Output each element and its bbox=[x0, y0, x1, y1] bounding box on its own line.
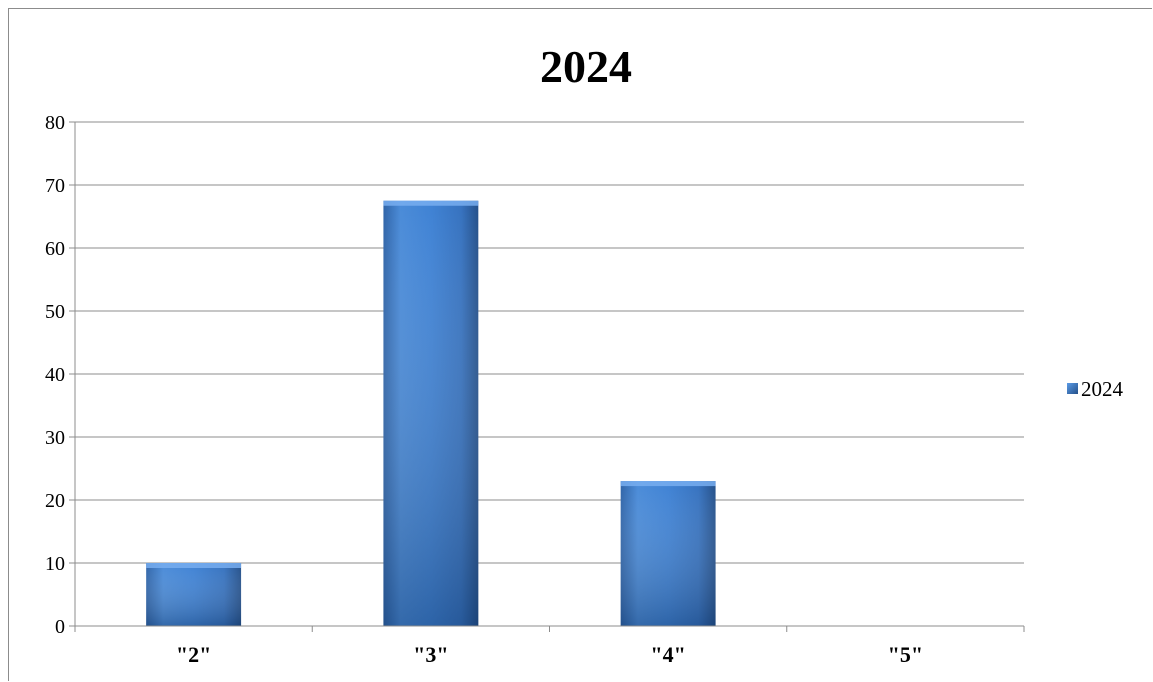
y-tick-label: 50 bbox=[45, 301, 65, 323]
y-tick-label: 80 bbox=[45, 112, 65, 134]
y-axis-ticks: 0 10 20 30 40 50 60 70 80 bbox=[45, 112, 76, 638]
bar bbox=[146, 563, 242, 626]
legend: 2024 bbox=[1067, 377, 1124, 401]
legend-label: 2024 bbox=[1081, 377, 1124, 401]
x-tick-label: "3" bbox=[413, 642, 448, 667]
y-tick-label: 70 bbox=[45, 175, 65, 197]
bar-shade bbox=[383, 200, 479, 626]
y-tick-label: 30 bbox=[45, 427, 65, 449]
bar-top-highlight bbox=[146, 563, 242, 568]
gridlines bbox=[75, 121, 1024, 564]
y-tick-label: 60 bbox=[45, 238, 65, 260]
bars bbox=[146, 200, 716, 626]
x-tick-label: "4" bbox=[650, 642, 685, 667]
y-tick-label: 40 bbox=[45, 364, 65, 386]
bar-shade bbox=[620, 481, 716, 626]
bar-top-highlight bbox=[383, 200, 479, 206]
x-tick-label: "5" bbox=[888, 642, 923, 667]
x-tick-label: "2" bbox=[176, 642, 211, 667]
bar bbox=[383, 200, 479, 626]
bar bbox=[620, 481, 716, 626]
y-tick-label: 10 bbox=[45, 553, 65, 575]
y-tick-label: 20 bbox=[45, 490, 65, 512]
legend-swatch bbox=[1067, 383, 1078, 394]
bar-top-highlight bbox=[620, 481, 716, 487]
chart-title: 2024 bbox=[540, 41, 632, 92]
bar-shade bbox=[146, 563, 242, 626]
y-tick-label: 0 bbox=[55, 616, 65, 638]
x-axis: "2" "3" "4" "5" bbox=[74, 625, 1025, 667]
